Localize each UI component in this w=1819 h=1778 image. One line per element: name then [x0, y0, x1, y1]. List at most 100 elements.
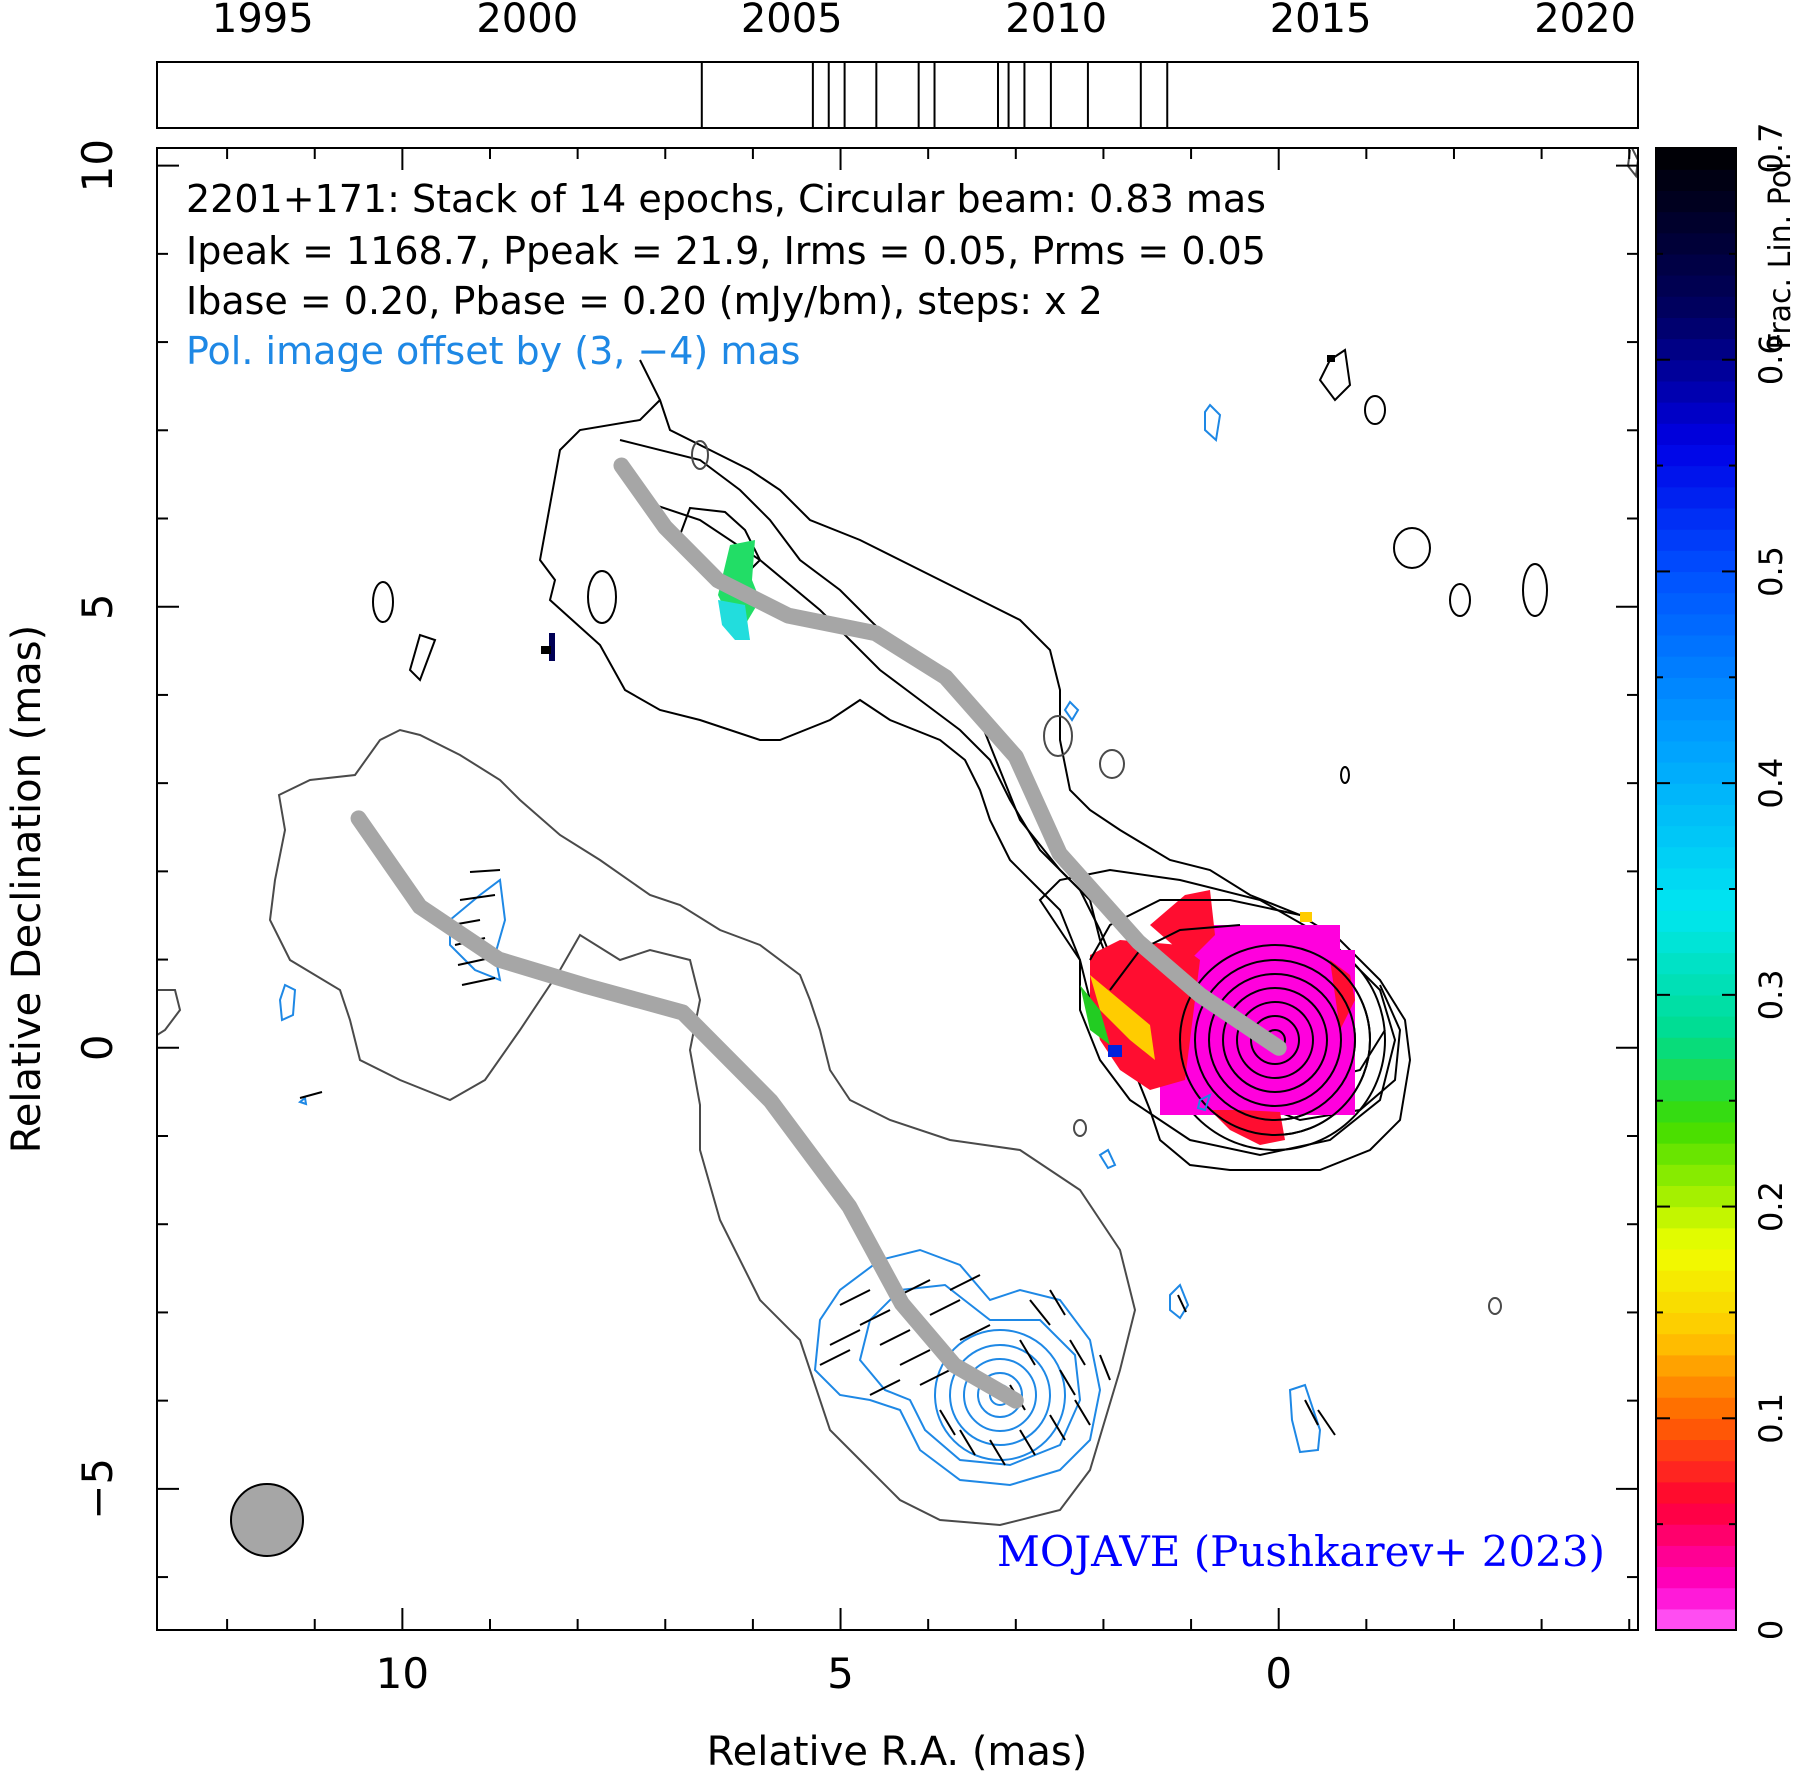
colorbar-tick-label: 0.2 [1752, 1181, 1790, 1232]
colorbar-cell [1656, 825, 1736, 848]
x-tick-label: 5 [827, 1649, 854, 1698]
pol-contours [278, 403, 1322, 1487]
stokes-i-small-gray-contours [691, 440, 1502, 1315]
colorbar-tick-label: 0.1 [1752, 1393, 1790, 1444]
epoch-timeline-frame [156, 61, 1639, 129]
colorbar-cell [1656, 1524, 1736, 1546]
colorbar-cell [1656, 1439, 1736, 1462]
evpa-ticks [299, 869, 1336, 1466]
colorbar-cell [1656, 486, 1736, 509]
map-frame [156, 147, 1639, 1631]
colorbar-tick-label: 0.4 [1752, 758, 1790, 809]
colorbar-cell [1656, 804, 1736, 827]
epoch-timeline: 1995 2000 2005 2010 2015 2020 [156, 0, 1639, 129]
colorbar-label: Frac. Lin. Pol. [1763, 152, 1798, 350]
colorbar-cell [1656, 1058, 1736, 1081]
epoch-year-label: 2005 [741, 0, 843, 42]
colorbar-cell [1656, 1333, 1736, 1356]
colorbar-cell [1656, 1079, 1736, 1102]
x-tick-label: 10 [376, 1649, 429, 1698]
x-tick-label: 0 [1265, 1649, 1292, 1698]
colorbar-cell [1656, 740, 1736, 763]
colorbar-cell [1656, 1227, 1736, 1250]
colorbar-cell [1656, 1587, 1736, 1610]
colorbar-cell [1656, 190, 1736, 213]
map-panel: 10 5 0 10 5 0 −5 2201+171: Stack of 14 epochs,… [4, 139, 1639, 1775]
header-offset-note: Pol. image offset by (3, −4) mas [186, 329, 800, 373]
colorbar-cell [1656, 1375, 1736, 1398]
ridge-line-pol [350, 810, 1024, 1409]
y-tick-label: 0 [73, 1034, 122, 1061]
beam-ellipse [230, 1483, 304, 1557]
colorbar-cell [1656, 507, 1736, 530]
colorbar-tick-label: 0.7 [1752, 123, 1790, 174]
colorbar-cell [1656, 232, 1736, 255]
colorbar-cell [1656, 338, 1736, 361]
colorbar-cell [1656, 1248, 1736, 1271]
colorbar-cell [1656, 1608, 1736, 1631]
colorbar-cell [1656, 1143, 1736, 1165]
colorbar-cell [1656, 1418, 1736, 1441]
epoch-markers [700, 62, 1169, 128]
colorbar-cell [1656, 1545, 1736, 1568]
epoch-year-label: 2000 [476, 0, 578, 42]
y-tick-label: 10 [73, 139, 122, 192]
colorbar-cell [1656, 148, 1736, 170]
colorbar-cell [1656, 1100, 1736, 1123]
y-tick-label: 5 [73, 593, 122, 620]
colorbar-cell [1656, 1354, 1736, 1377]
stokes-i-top-corner-contour [1626, 148, 1638, 179]
epoch-year-label: 2010 [1005, 0, 1107, 42]
colorbar-cell [1656, 211, 1736, 234]
ridge-line-stokes-i [613, 457, 1287, 1056]
colorbar-ticks [1656, 147, 1736, 1631]
colorbar-tick-label: 0.6 [1752, 334, 1790, 385]
colorbar-cell [1656, 613, 1736, 636]
y-tick-label: −5 [73, 1458, 122, 1520]
colorbar-cell [1656, 761, 1736, 784]
colorbar-cell [1656, 529, 1736, 551]
colorbar-cell [1656, 1270, 1736, 1292]
colorbar: 0 0.1 0.2 0.3 0.4 0.5 0.6 0.7 Frac. Lin. Pol. [1655, 123, 1798, 1641]
epoch-year-label: 1995 [212, 0, 314, 42]
epoch-year-label: 2020 [1534, 0, 1636, 42]
colorbar-cell [1656, 359, 1736, 382]
colorbar-cell [1656, 1460, 1736, 1483]
stokes-i-contours [372, 348, 1548, 1171]
header-line-3: Ibase = 0.20, Pbase = 0.20 (mJy/bm), ste… [186, 279, 1103, 323]
colorbar-cell [1656, 889, 1736, 911]
colorbar-cell [1656, 296, 1736, 318]
colorbar-cell [1656, 910, 1736, 932]
colorbar-cell [1656, 677, 1736, 700]
colorbar-cell [1656, 656, 1736, 678]
stokes-i-left-edge-contour [157, 989, 182, 1036]
colorbar-cell [1656, 317, 1736, 340]
colorbar-cell [1656, 1206, 1736, 1229]
colorbar-cell [1656, 380, 1736, 403]
colorbar-cell [1656, 634, 1736, 657]
colorbar-cell [1656, 402, 1736, 424]
colorbar-cell [1656, 444, 1736, 467]
colorbar-cell [1656, 1164, 1736, 1186]
colorbar-cell [1656, 1502, 1736, 1525]
colorbar-cell [1656, 719, 1736, 742]
colorbar-tick-labels: 0 0.1 0.2 0.3 0.4 0.5 0.6 0.7 [1752, 123, 1790, 1641]
colorbar-cell [1656, 1291, 1736, 1314]
colorbar-cell [1656, 423, 1736, 445]
colorbar-cell [1656, 867, 1736, 890]
colorbar-tick-label: 0 [1752, 1620, 1790, 1640]
colorbar-cell [1656, 1037, 1736, 1059]
epoch-year-ticks: 1995 2000 2005 2010 2015 2020 [212, 0, 1636, 42]
colorbar-cell [1656, 952, 1736, 975]
map-axis-tick-labels: 10 5 0 10 5 0 −5 [73, 139, 1292, 1698]
colorbar-tick-label: 0.3 [1752, 969, 1790, 1020]
colorbar-cell [1656, 1312, 1736, 1335]
colorbar-cell [1656, 846, 1736, 869]
stokes-i-base-contour-offset [268, 728, 1137, 1527]
colorbar-cell [1656, 571, 1736, 594]
colorbar-cell [1656, 1185, 1736, 1208]
map-axis-ticks [157, 148, 1638, 1630]
x-axis-label: Relative R.A. (mas) [707, 1729, 1088, 1775]
colorbar-gradient [1656, 148, 1736, 1631]
